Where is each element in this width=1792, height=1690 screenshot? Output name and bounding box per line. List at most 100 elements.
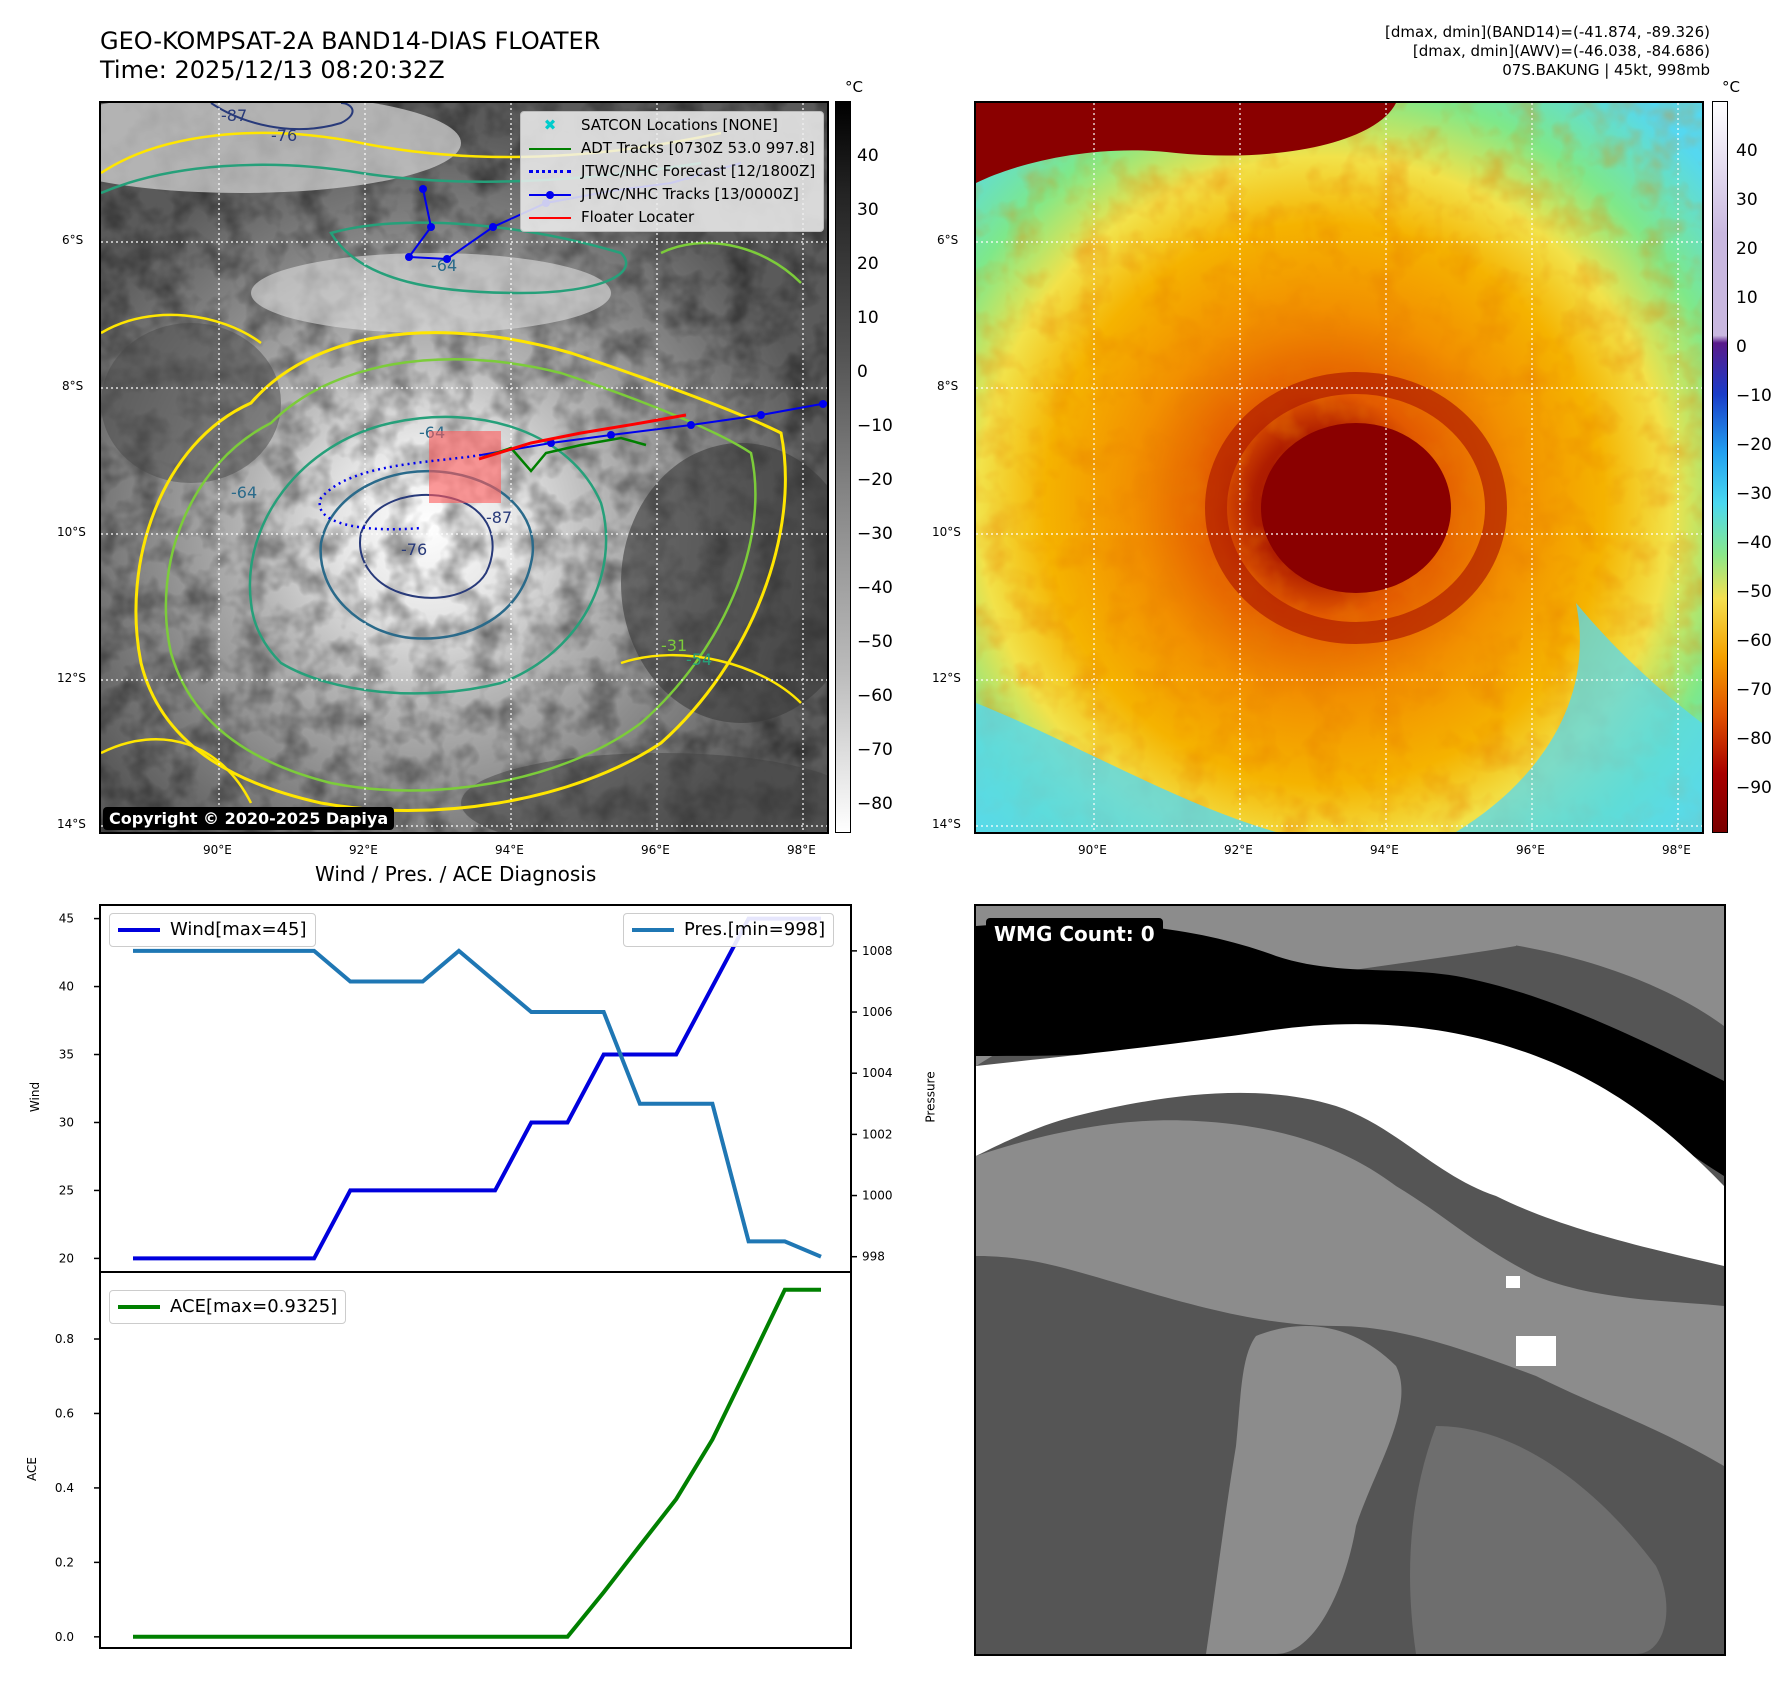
wind-legend: Wind[max=45] (109, 913, 316, 947)
wmg-mid-gray (976, 1120, 1724, 1466)
lon-tick: 92°E (349, 843, 378, 857)
axis-tick-label: 998 (862, 1250, 885, 1264)
wmg-canvas (976, 906, 1724, 1654)
colorbar-tick: −10 (1736, 386, 1772, 406)
jtwc-track (480, 402, 827, 456)
colorbar-right (1712, 101, 1728, 833)
lon-tick: 94°E (495, 843, 524, 857)
legend-satcon: ✖ SATCON Locations [NONE] (529, 114, 815, 137)
colorbar-left-unit: °C (845, 78, 863, 96)
lon-tick: 98°E (787, 843, 816, 857)
awv-map[interactable] (974, 101, 1704, 834)
title-line-1: GEO-KOMPSAT-2A BAND14-DIAS FLOATER (100, 27, 601, 55)
lon-tick: 96°E (641, 843, 670, 857)
pressure-legend: Pres.[min=998] (623, 913, 835, 947)
satcon-marker-icon: ✖ (543, 116, 557, 134)
lat-tick: 14°S (932, 817, 961, 831)
colorbar-tick: 10 (1736, 288, 1758, 308)
lat-tick: 6°S (937, 233, 959, 247)
jtwc-track-points (405, 185, 827, 447)
legend-floater: Floater Locater (529, 206, 815, 229)
forecast-track (318, 453, 482, 531)
axis-tick-label: 1000 (862, 1189, 893, 1203)
awv-eye-region (1261, 423, 1451, 593)
colorbar-tick: −80 (857, 794, 893, 814)
track-line-icon (529, 190, 571, 199)
ace-ticks: 0.0 0.2 0.4 0.6 0.8 (55, 1332, 100, 1644)
axis-tick-label: 0.4 (55, 1481, 74, 1495)
wind-axis-label: Wind (28, 1081, 43, 1113)
colorbar-tick: 40 (857, 146, 879, 166)
axis-tick-label: 30 (59, 1115, 74, 1129)
colorbar-right-unit: °C (1722, 78, 1740, 96)
lat-tick: 12°S (57, 671, 86, 685)
contour-label: -54 (686, 650, 712, 669)
colorbar-tick: −90 (1736, 778, 1772, 798)
pressure-line-icon (632, 928, 674, 932)
wmg-white-region (976, 1024, 1724, 1266)
colorbar-tick: −20 (857, 470, 893, 490)
legend-tracks: JTWC/NHC Tracks [13/0000Z] (529, 183, 815, 206)
pressure-series-line (133, 948, 822, 1259)
info-storm: 07S.BAKUNG | 45kt, 998mb (1502, 61, 1710, 79)
map-legend: ✖ SATCON Locations [NONE] ADT Tracks [07… (520, 111, 825, 232)
colorbar-tick: −20 (1736, 435, 1772, 455)
floater-locater-track (478, 413, 687, 461)
colorbar-tick: −40 (1736, 533, 1772, 553)
floater-line-icon (529, 216, 571, 219)
wmg-cold-band (976, 922, 1724, 1176)
pressure-ticks: 998 1000 1002 1004 1006 1008 (851, 944, 893, 1264)
colorbar-tick: −60 (1736, 631, 1772, 651)
axis-tick-label: 1002 (862, 1127, 893, 1141)
axis-tick-label: 25 (59, 1183, 74, 1197)
awv-grid (976, 103, 1702, 832)
colorbar-tick: −70 (857, 740, 893, 760)
colorbar-tick: 30 (857, 200, 879, 220)
title-line-2: Time: 2025/12/13 08:20:32Z (100, 56, 445, 84)
axis-tick-label: 20 (59, 1251, 74, 1265)
ace-series-line (133, 1287, 821, 1639)
axis-tick-label: 0.2 (55, 1555, 74, 1569)
pressure-axis-label: Pressure (923, 1071, 938, 1123)
lat-tick: 6°S (62, 233, 84, 247)
awv-dry-north (976, 103, 1396, 183)
lat-tick: 10°S (57, 525, 86, 539)
colorbar-tick: 0 (857, 362, 868, 382)
lat-tick: 8°S (62, 379, 84, 393)
wmg-panel[interactable]: WMG Count: 0 (974, 904, 1726, 1656)
colorbar-tick: 40 (1736, 141, 1758, 161)
colorbar-tick: −30 (1736, 484, 1772, 504)
awv-map-canvas (976, 103, 1702, 832)
copyright-badge: Copyright © 2020-2025 Dapiya (103, 807, 395, 830)
axis-tick-label: 35 (59, 1048, 74, 1062)
adt-line-icon (529, 147, 571, 150)
info-band14: [dmax, dmin](BAND14)=(-41.874, -89.326) (1385, 23, 1710, 41)
diagnosis-chart: 20 25 30 35 40 45 998 1000 1002 1004 1006 1008 0.0… (55, 904, 893, 1649)
colorbar-tick: −30 (857, 524, 893, 544)
colorbar-tick: 20 (857, 254, 879, 274)
contour-label: -31 (661, 636, 687, 655)
diagnosis-title: Wind / Pres. / ACE Diagnosis (315, 862, 597, 886)
colorbar-tick: −70 (1736, 680, 1772, 700)
lon-tick: 92°E (1224, 843, 1253, 857)
wind-series-line (133, 916, 821, 1261)
band14-map[interactable]: -87 -76 -64 -64 -87 -76 -54 -31 -64 (99, 101, 829, 834)
lon-tick: 90°E (203, 843, 232, 857)
axis-tick-label: 1008 (862, 944, 893, 958)
info-awv: [dmax, dmin](AWV)=(-46.038, -84.686) (1412, 42, 1710, 60)
contour-label: -76 (271, 126, 297, 145)
ace-axes (99, 1271, 852, 1649)
axis-tick-label: 1004 (862, 1066, 893, 1080)
contour-label: -64 (231, 483, 257, 502)
contour-label: -87 (486, 508, 512, 527)
ace-line-icon (118, 1305, 160, 1309)
forecast-line-icon (529, 170, 571, 173)
wind-line-icon (118, 928, 160, 932)
contour-label: -87 (221, 106, 247, 125)
legend-adt: ADT Tracks [0730Z 53.0 997.8] (529, 137, 815, 160)
axis-tick-label: 40 (59, 980, 74, 994)
lat-tick: 10°S (932, 525, 961, 539)
figure-title: GEO-KOMPSAT-2A BAND14-DIAS FLOATER Time:… (100, 27, 600, 85)
wmg-count-badge: WMG Count: 0 (986, 918, 1163, 950)
lon-tick: 90°E (1078, 843, 1107, 857)
